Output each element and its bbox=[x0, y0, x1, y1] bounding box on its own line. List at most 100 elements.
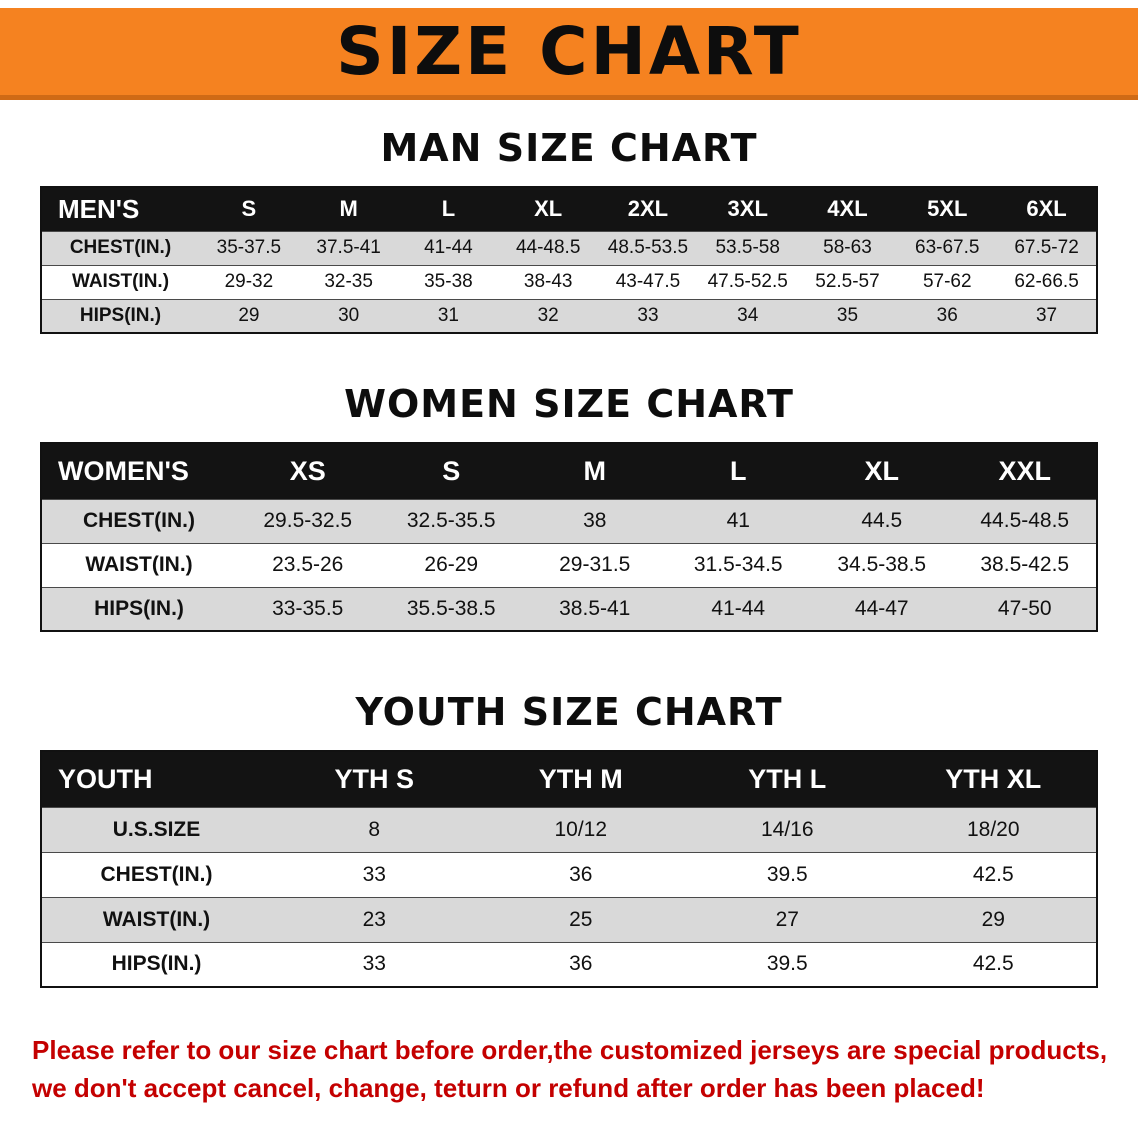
row-label: CHEST(IN.) bbox=[41, 231, 199, 265]
banner: SIZE CHART bbox=[0, 8, 1138, 100]
table-row: CHEST(IN.) 33 36 39.5 42.5 bbox=[41, 852, 1097, 897]
size-value-cell: 44.5 bbox=[810, 499, 954, 543]
youth-size-table: YOUTH YTH S YTH M YTH L YTH XL U.S.SIZE 8 10/12… bbox=[40, 750, 1098, 988]
size-value-cell: 34 bbox=[697, 299, 798, 333]
men-size-table: MEN'S S M L XL 2XL 3XL 4XL 5XL 6XL CHEST(IN.) 35-37… bbox=[40, 186, 1098, 334]
size-column-header: 6XL bbox=[997, 187, 1097, 231]
disclaimer-line-1: Please refer to our size chart before or… bbox=[32, 1035, 1108, 1065]
size-value-cell: 33 bbox=[598, 299, 698, 333]
table-header-row: MEN'S S M L XL 2XL 3XL 4XL 5XL 6XL bbox=[41, 187, 1097, 231]
size-value-cell: 33 bbox=[271, 942, 478, 987]
size-value-cell: 36 bbox=[897, 299, 998, 333]
size-column-header: 3XL bbox=[697, 187, 798, 231]
size-value-cell: 53.5-58 bbox=[697, 231, 798, 265]
row-label: WAIST(IN.) bbox=[41, 265, 199, 299]
size-value-cell: 29.5-32.5 bbox=[236, 499, 380, 543]
size-value-cell: 47-50 bbox=[953, 587, 1097, 631]
size-value-cell: 37.5-41 bbox=[298, 231, 399, 265]
size-column-header: XXL bbox=[953, 443, 1097, 499]
table-corner-label: YOUTH bbox=[41, 751, 271, 807]
size-value-cell: 36 bbox=[477, 942, 684, 987]
size-column-header: XS bbox=[236, 443, 380, 499]
size-value-cell: 30 bbox=[298, 299, 399, 333]
size-value-cell: 29-32 bbox=[199, 265, 299, 299]
size-value-cell: 47.5-52.5 bbox=[697, 265, 798, 299]
table-corner-label: WOMEN'S bbox=[41, 443, 236, 499]
table-row: WAIST(IN.) 23.5-26 26-29 29-31.5 31.5-34.5 34… bbox=[41, 543, 1097, 587]
size-value-cell: 38-43 bbox=[498, 265, 599, 299]
size-value-cell: 32.5-35.5 bbox=[379, 499, 523, 543]
women-section-heading: WOMEN SIZE CHART bbox=[344, 382, 794, 426]
table-row: WAIST(IN.) 23 25 27 29 bbox=[41, 897, 1097, 942]
women-section: WOMEN SIZE CHART WOMEN'S XS S M L XL XXL CHEST(… bbox=[0, 382, 1138, 632]
size-value-cell: 33-35.5 bbox=[236, 587, 380, 631]
size-value-cell: 35-38 bbox=[398, 265, 499, 299]
size-value-cell: 58-63 bbox=[797, 231, 898, 265]
size-value-cell: 44-47 bbox=[810, 587, 954, 631]
size-value-cell: 42.5 bbox=[890, 852, 1097, 897]
size-value-cell: 43-47.5 bbox=[598, 265, 698, 299]
size-value-cell: 32 bbox=[498, 299, 599, 333]
size-value-cell: 57-62 bbox=[897, 265, 998, 299]
size-value-cell: 26-29 bbox=[379, 543, 523, 587]
size-value-cell: 67.5-72 bbox=[997, 231, 1097, 265]
table-row: WAIST(IN.) 29-32 32-35 35-38 38-43 43-47.5 47.… bbox=[41, 265, 1097, 299]
table-row: CHEST(IN.) 35-37.5 37.5-41 41-44 44-48.5 48.5… bbox=[41, 231, 1097, 265]
size-value-cell: 62-66.5 bbox=[997, 265, 1097, 299]
size-value-cell: 23.5-26 bbox=[236, 543, 380, 587]
size-value-cell: 35.5-38.5 bbox=[379, 587, 523, 631]
size-column-header: 5XL bbox=[897, 187, 998, 231]
page-title: SIZE CHART bbox=[336, 13, 802, 90]
men-section: MAN SIZE CHART MEN'S S M L XL 2XL 3XL 4XL 5XL 6XL… bbox=[0, 126, 1138, 334]
size-value-cell: 48.5-53.5 bbox=[598, 231, 698, 265]
disclaimer: Please refer to our size chart before or… bbox=[0, 1032, 1138, 1107]
row-label: WAIST(IN.) bbox=[41, 543, 236, 587]
size-value-cell: 63-67.5 bbox=[897, 231, 998, 265]
row-label: HIPS(IN.) bbox=[41, 299, 199, 333]
size-value-cell: 38 bbox=[523, 499, 667, 543]
size-value-cell: 44-48.5 bbox=[498, 231, 599, 265]
size-column-header: XL bbox=[498, 187, 599, 231]
size-column-header: YTH M bbox=[477, 751, 684, 807]
size-value-cell: 44.5-48.5 bbox=[953, 499, 1097, 543]
disclaimer-line-2: we don't accept cancel, change, teturn o… bbox=[32, 1072, 985, 1103]
size-value-cell: 18/20 bbox=[890, 807, 1097, 852]
table-row: HIPS(IN.) 33 36 39.5 42.5 bbox=[41, 942, 1097, 987]
youth-section: YOUTH SIZE CHART YOUTH YTH S YTH M YTH L YTH… bbox=[0, 690, 1138, 988]
table-row: U.S.SIZE 8 10/12 14/16 18/20 bbox=[41, 807, 1097, 852]
size-value-cell: 41-44 bbox=[666, 587, 810, 631]
size-column-header: M bbox=[523, 443, 667, 499]
size-column-header: YTH L bbox=[684, 751, 891, 807]
size-value-cell: 38.5-42.5 bbox=[953, 543, 1097, 587]
table-row: HIPS(IN.) 29 30 31 32 33 34 35 36 37 bbox=[41, 299, 1097, 333]
row-label: CHEST(IN.) bbox=[41, 499, 236, 543]
size-value-cell: 35-37.5 bbox=[199, 231, 299, 265]
women-size-table: WOMEN'S XS S M L XL XXL CHEST(IN.) 29.5-32.5 32.5… bbox=[40, 442, 1098, 632]
size-column-header: 4XL bbox=[797, 187, 898, 231]
youth-section-heading: YOUTH SIZE CHART bbox=[355, 690, 783, 734]
size-value-cell: 29 bbox=[890, 897, 1097, 942]
size-value-cell: 33 bbox=[271, 852, 478, 897]
size-value-cell: 31 bbox=[398, 299, 499, 333]
size-value-cell: 41 bbox=[666, 499, 810, 543]
size-value-cell: 39.5 bbox=[684, 852, 891, 897]
size-column-header: YTH XL bbox=[890, 751, 1097, 807]
size-value-cell: 29-31.5 bbox=[523, 543, 667, 587]
size-value-cell: 39.5 bbox=[684, 942, 891, 987]
row-label: HIPS(IN.) bbox=[41, 942, 271, 987]
size-value-cell: 52.5-57 bbox=[797, 265, 898, 299]
size-column-header: YTH S bbox=[271, 751, 478, 807]
size-column-header: S bbox=[379, 443, 523, 499]
size-column-header: M bbox=[298, 187, 399, 231]
size-column-header: L bbox=[666, 443, 810, 499]
size-value-cell: 14/16 bbox=[684, 807, 891, 852]
row-label: U.S.SIZE bbox=[41, 807, 271, 852]
size-column-header: L bbox=[398, 187, 499, 231]
size-value-cell: 34.5-38.5 bbox=[810, 543, 954, 587]
table-header-row: WOMEN'S XS S M L XL XXL bbox=[41, 443, 1097, 499]
size-value-cell: 41-44 bbox=[398, 231, 499, 265]
size-column-header: XL bbox=[810, 443, 954, 499]
table-row: CHEST(IN.) 29.5-32.5 32.5-35.5 38 41 44.5 44.5… bbox=[41, 499, 1097, 543]
size-value-cell: 37 bbox=[997, 299, 1097, 333]
men-section-heading: MAN SIZE CHART bbox=[380, 126, 758, 170]
